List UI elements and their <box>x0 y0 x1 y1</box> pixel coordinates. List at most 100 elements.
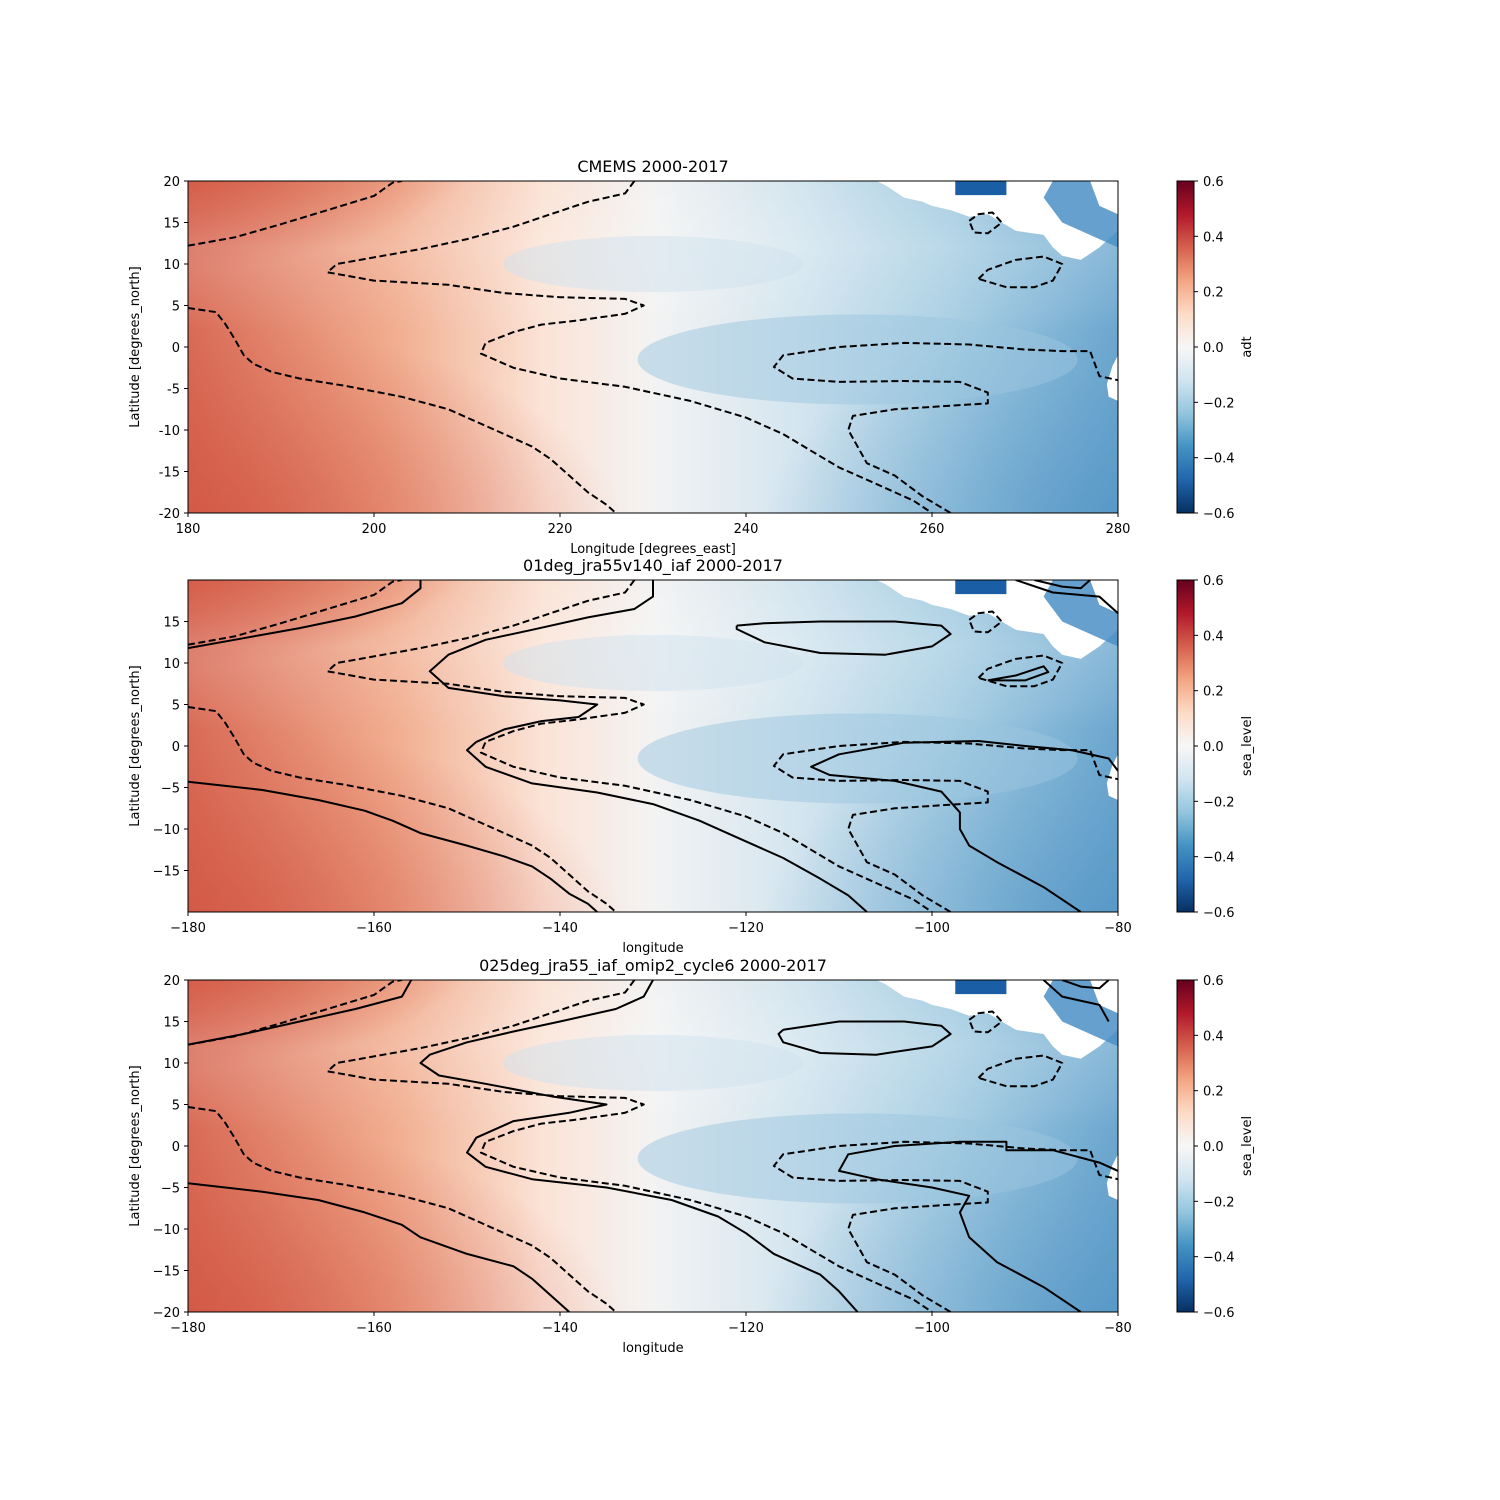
contour-dashed-8 <box>772 740 1118 912</box>
y-tick-label: 10 <box>163 1057 180 1072</box>
y-tick-label: 10 <box>163 258 180 273</box>
colorbar: 0.6 0.4 0.2 0.0 −0.2 −0.4 −0.6 sea_level <box>1176 574 1255 921</box>
colorbar-tick-label: −0.4 <box>1203 452 1235 467</box>
contour-solid-12 <box>1061 980 1110 990</box>
gulf-deep-blue <box>955 181 1007 196</box>
colorbar-tick-label: 0.0 <box>1203 1140 1224 1155</box>
contour-solid-2 <box>188 580 422 650</box>
contour-solid-6 <box>428 580 868 912</box>
y-tick-label: 15 <box>163 616 180 631</box>
contour-dashed-3 <box>326 181 933 513</box>
land-central-america <box>764 580 1118 659</box>
colorbar-tick-label: −0.6 <box>1203 507 1235 522</box>
contour-solid-9 <box>838 1140 1118 1312</box>
ncc-trough <box>503 1035 803 1091</box>
x-tick-label: 180 <box>176 522 201 537</box>
y-tick-label: -5 <box>167 383 180 398</box>
colorbar-label: adt <box>1240 336 1255 357</box>
y-tick-label: 5 <box>172 300 180 315</box>
contour-dashed-2 <box>188 307 617 513</box>
contour-dashed-3 <box>188 706 617 912</box>
colorbar-tick-label: −0.6 <box>1203 1306 1235 1321</box>
warm-south <box>188 1112 628 1312</box>
y-tick-label: 0 <box>172 341 180 356</box>
x-tick-label: −180 <box>170 921 206 936</box>
x-tick-label: −160 <box>356 921 392 936</box>
colorbar-label: sea_level <box>1240 716 1255 776</box>
cold-tongue <box>637 314 1078 405</box>
contour-solid-13 <box>1042 980 1110 1022</box>
x-tick-label: 220 <box>548 522 573 537</box>
gulf-deep-blue <box>955 980 1007 995</box>
colorbar: 0.6 0.4 0.2 0.0 −0.2 −0.4 −0.6 sea_level <box>1176 974 1255 1321</box>
colorbar-tick-label: −0.2 <box>1203 1195 1235 1210</box>
gulf-deep-blue <box>955 580 1007 595</box>
warm-south <box>188 313 628 513</box>
colorbar-tick-label: 0.4 <box>1203 1029 1224 1044</box>
warm-north <box>188 980 498 1070</box>
panel-title: 01deg_jra55v140_iaf 2000-2017 <box>523 556 783 576</box>
heatmap-field <box>188 980 1118 1312</box>
colorbar-tick-label: −0.2 <box>1203 396 1235 411</box>
x-axis-label: longitude <box>622 1341 683 1356</box>
x-axis-label: longitude <box>622 941 683 956</box>
colorbar-tick-label: 0.4 <box>1203 629 1224 644</box>
panel-3: 025deg_jra55_iaf_omip2_cycle6 2000-2017 −… <box>128 956 1255 1356</box>
y-tick-label: −10 <box>153 823 180 838</box>
land-south-america <box>1106 355 1118 401</box>
y-axis-label: Latitude [degrees_north] <box>128 1065 143 1226</box>
colorbar-tick-label: −0.4 <box>1203 851 1235 866</box>
y-axis-label: Latitude [degrees_north] <box>128 665 143 826</box>
colorbar-tick-label: 0.4 <box>1203 230 1224 245</box>
contour-solid-14 <box>1015 580 1118 614</box>
y-tick-label: -20 <box>159 507 180 522</box>
y-tick-label: 0 <box>172 740 180 755</box>
contour-solid-13 <box>1034 580 1091 590</box>
y-tick-label: 15 <box>163 1016 180 1031</box>
contour-dashed-5 <box>977 255 1064 289</box>
heatmap-field <box>188 181 1118 513</box>
contour-dashed-1 <box>188 181 403 247</box>
contour-dashed-3 <box>188 1106 617 1312</box>
colorbar-label: sea_level <box>1240 1116 1255 1176</box>
colorbar-tick-label: 0.2 <box>1203 286 1224 301</box>
x-tick-label: −140 <box>542 1321 578 1336</box>
x-tick-label: −120 <box>728 921 764 936</box>
y-tick-label: -10 <box>159 424 180 439</box>
x-tick-label: −120 <box>728 1321 764 1336</box>
x-tick-label: −100 <box>914 921 950 936</box>
panel-2: 01deg_jra55v140_iaf 2000-2017 −180 −160 −14… <box>128 556 1255 956</box>
contour-dashed-8 <box>772 1140 1118 1312</box>
cold-tongue <box>637 1113 1078 1204</box>
y-tick-label: 0 <box>172 1140 180 1155</box>
land-south-america <box>1106 1154 1118 1200</box>
warm-south <box>188 712 628 912</box>
colorbar-tick-label: 0.6 <box>1203 974 1224 989</box>
colorbar-tick-label: 0.2 <box>1203 685 1224 700</box>
x-tick-label: −140 <box>542 921 578 936</box>
x-tick-label: 280 <box>1106 522 1131 537</box>
y-tick-label: 10 <box>163 657 180 672</box>
land-central-america <box>764 181 1118 260</box>
contour-dashed-10 <box>977 654 1064 688</box>
contour-solid-11 <box>987 665 1050 682</box>
y-tick-label: 20 <box>163 175 180 190</box>
y-tick-label: −15 <box>153 1265 180 1280</box>
x-tick-label: 260 <box>920 522 945 537</box>
x-tick-label: −80 <box>1104 921 1131 936</box>
colorbar-tick-label: −0.2 <box>1203 795 1235 810</box>
y-tick-label: −20 <box>153 1306 180 1321</box>
warm-north <box>188 181 498 271</box>
contour-dashed-1 <box>188 580 403 646</box>
contour-solid-6 <box>419 980 859 1312</box>
y-tick-label: −5 <box>161 782 180 797</box>
colorbar-tick-label: 0.2 <box>1203 1085 1224 1100</box>
x-tick-label: −160 <box>356 1321 392 1336</box>
contour-dashed-5 <box>326 980 933 1312</box>
heatmap-field <box>188 580 1118 912</box>
contour-dashed-11 <box>968 1010 1003 1034</box>
colorbar-scale <box>1176 180 1195 514</box>
colorbar-tick-label: −0.6 <box>1203 906 1235 921</box>
